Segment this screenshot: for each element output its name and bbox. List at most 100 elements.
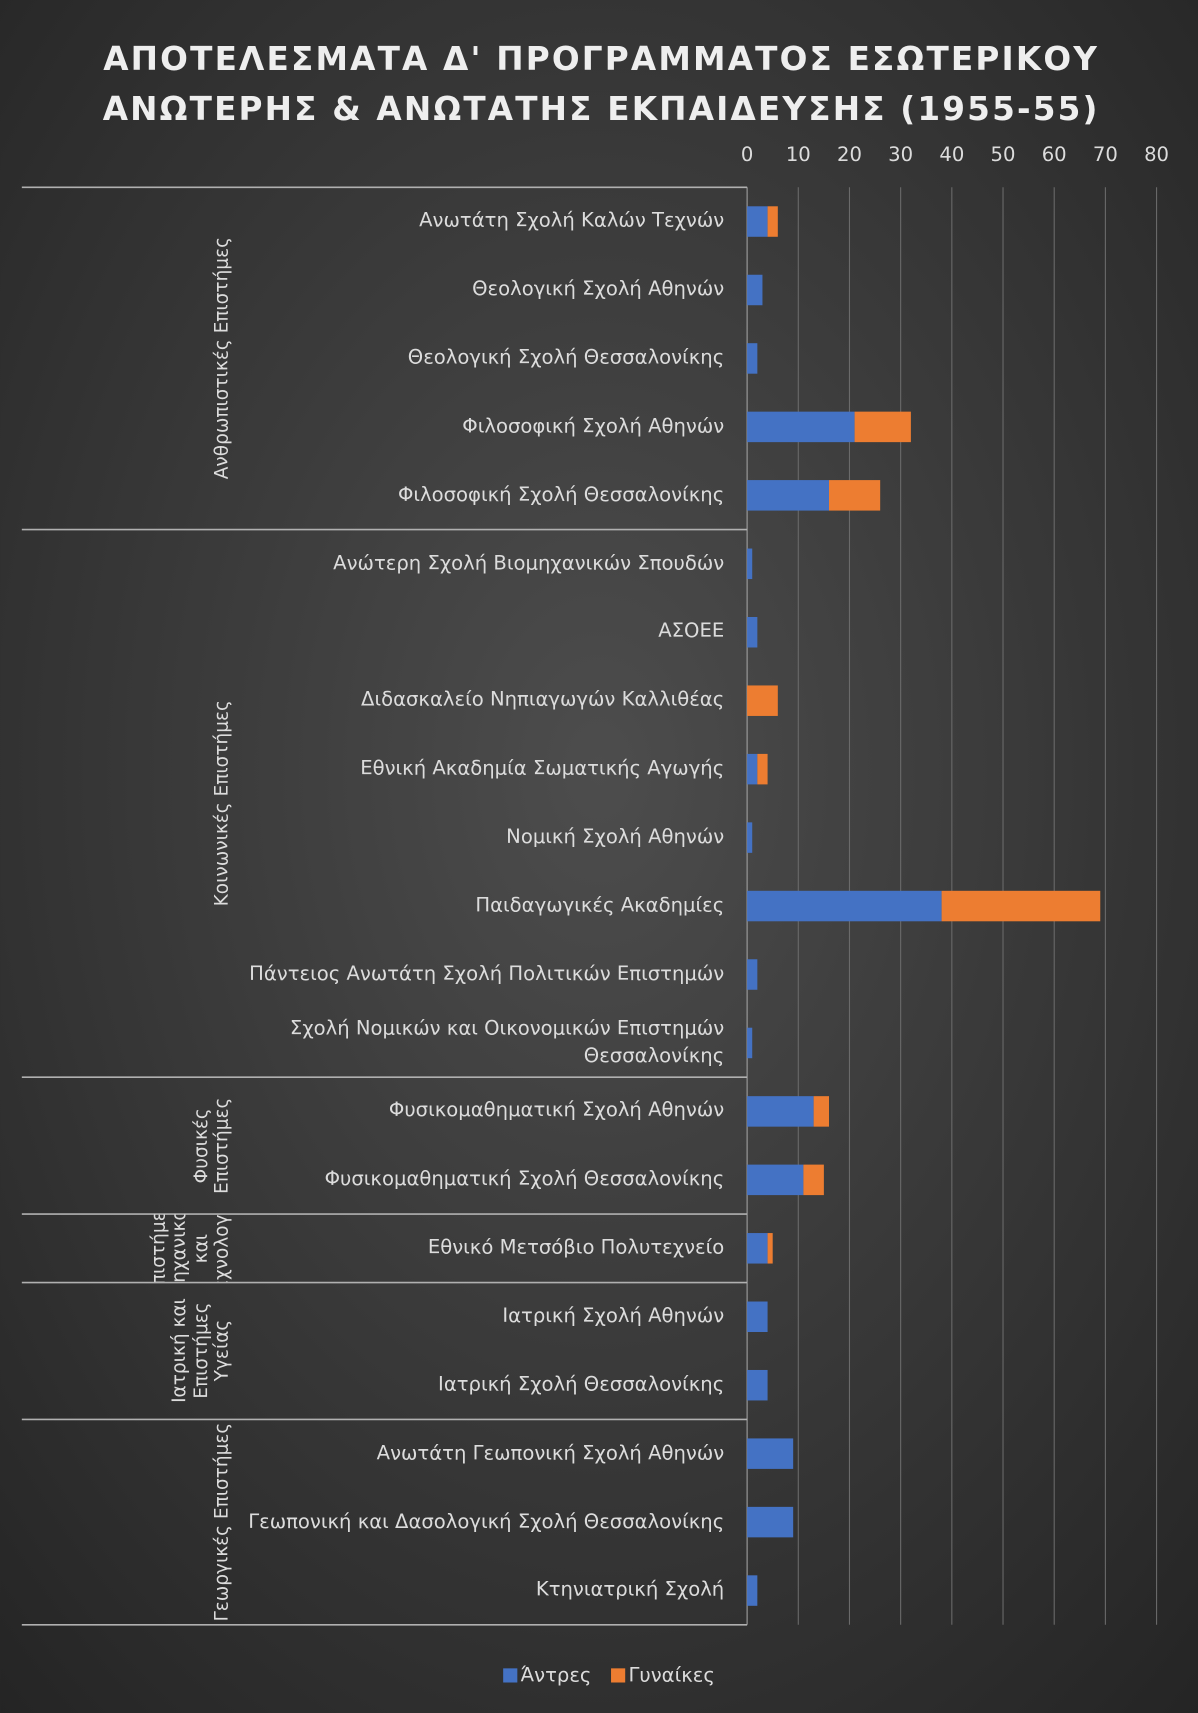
bar-segment [747, 959, 758, 990]
bar-segment [828, 480, 881, 511]
x-tick-label: 10 [786, 143, 811, 166]
category-label: Διδασκαλείο Νηπιαγωγών Καλλιθέας [361, 688, 725, 712]
category-label-box: Εθνικό Μετσόβιο Πολυτεχνείο [427, 1236, 725, 1260]
bar-segment [747, 548, 753, 580]
category-label: Ιατρική Σχολή Θεσσαλονίκης [438, 1373, 725, 1396]
bar-segment [747, 1096, 814, 1127]
category-label: ΑΣΟΕΕ [658, 620, 725, 643]
x-tick-label: 70 [1093, 143, 1118, 166]
category-label-box: Ανωτάτη Γεωπονική Σχολή Αθηνών [376, 1441, 725, 1465]
legend-label: Γυναίκες [628, 1663, 714, 1686]
group-label-box: Γεωργικές Επιστήμες [211, 1422, 234, 1622]
bar-segment [747, 1164, 804, 1196]
bar-segment [813, 1096, 829, 1127]
category-label-box: Εθνική Ακαδημία Σωματικής Αγωγής [360, 756, 725, 780]
group-label: Ανθρωπιστικές Επιστήμες [211, 237, 234, 480]
bar-segment [747, 411, 855, 443]
bar-segment [747, 1575, 758, 1606]
bar-segment [747, 206, 768, 237]
category-label-box: Ανώτερη Σχολή Βιομηχανικών Σπουδών [333, 551, 725, 575]
bar-segment [747, 1233, 768, 1264]
group-label-box: Φυσικές Επιστήμες [190, 1097, 234, 1194]
category-label-box: Φυσικομαθηματική Σχολή Αθηνών [388, 1099, 725, 1123]
group-label: Γεωργικές Επιστήμες [211, 1422, 234, 1622]
category-label-box: Νομική Σχολή Αθηνών [506, 825, 725, 849]
category-label: Ιατρική Σχολή Αθηνών [502, 1304, 725, 1328]
bar-segment [747, 1027, 753, 1059]
category-label-box: Πάντειος Ανωτάτη Σχολή Πολιτικών Επιστημ… [249, 962, 725, 986]
category-label-box: ΑΣΟΕΕ [658, 620, 725, 643]
category-label: Φυσικομαθηματική Σχολή Αθηνών [388, 1099, 725, 1123]
group-label: Φυσικές Επιστήμες [190, 1097, 234, 1194]
legend-label: Άντρες [521, 1663, 592, 1686]
group-label-box: Επιστήμες Μηχανικού και Τεχνολογία [147, 1214, 234, 1283]
category-label-box: Σχολή Νομικών και Οικονομικών Επιστημών … [289, 1017, 725, 1067]
x-tick-label: 80 [1144, 143, 1169, 166]
bar-segment [747, 480, 829, 511]
category-label-box: Φυσικομαθηματική Σχολή Θεσσαλονίκης [324, 1167, 725, 1191]
legend-swatch [611, 1668, 626, 1683]
category-label: Φιλοσοφική Σχολή Αθηνών [462, 414, 725, 438]
category-label: Κτηνιατρική Σχολή [535, 1578, 725, 1602]
category-label: Νομική Σχολή Αθηνών [506, 825, 725, 849]
chart-title: ΑΠΟΤΕΛΕΣΜΑΤΑ Δ' ΠΡΟΓΡΑΜΜΑΤΟΣ ΕΣΩΤΕΡΙΚΟΥ [103, 40, 1099, 78]
group-label: Κοινωνικές Επιστήμες [211, 700, 234, 907]
bar-segment [767, 1233, 773, 1264]
category-label: Ανωτάτη Γεωπονική Σχολή Αθηνών [376, 1441, 725, 1465]
chart-title: ΑΝΩΤΕΡΗΣ & ΑΝΩΤΑΤΗΣ ΕΚΠΑΙΔΕΥΣΗΣ (1955-55… [103, 90, 1100, 128]
category-label: Ανώτερη Σχολή Βιομηχανικών Σπουδών [333, 551, 725, 575]
x-tick-label: 0 [741, 143, 753, 166]
category-label-box: Ανωτάτη Σχολή Καλών Τεχνών [419, 209, 725, 233]
bar-segment [747, 343, 758, 374]
bar-segment [747, 890, 942, 922]
bar-segment [854, 411, 911, 443]
category-label-box: Παιδαγωγικές Ακαδημίες [475, 893, 725, 917]
category-label-box: Θεολογική Σχολή Αθηνών [472, 277, 725, 301]
bar-segment [747, 685, 778, 716]
category-label: Εθνικό Μετσόβιο Πολυτεχνείο [427, 1236, 725, 1260]
bar-segment [747, 1438, 794, 1469]
category-label: Εθνική Ακαδημία Σωματικής Αγωγής [360, 756, 725, 780]
group-label: Επιστήμες Μηχανικού και Τεχνολογία [147, 1214, 234, 1283]
bar-segment [747, 274, 763, 306]
category-label-box: Θεολογική Σχολή Θεσσαλονίκης [407, 346, 725, 370]
bar-segment [747, 1369, 768, 1401]
category-label: Πάντειος Ανωτάτη Σχολή Πολιτικών Επιστημ… [249, 962, 725, 986]
bar-segment [757, 753, 768, 785]
bar-segment [803, 1164, 824, 1196]
bar-segment [767, 206, 778, 237]
x-tick-label: 20 [837, 143, 862, 166]
x-tick-label: 50 [991, 143, 1016, 166]
category-label-box: Κτηνιατρική Σχολή [535, 1578, 725, 1602]
x-tick-label: 60 [1042, 143, 1067, 166]
bar-segment [747, 616, 758, 648]
bar-segment [747, 1506, 794, 1538]
group-label: Ιατρική και Επιστήμες Υγείας [169, 1298, 234, 1404]
category-label: Παιδαγωγικές Ακαδημίες [475, 893, 725, 917]
category-label-box: Φιλοσοφική Σχολή Αθηνών [462, 414, 725, 438]
category-label: Θεολογική Σχολή Θεσσαλονίκης [407, 346, 725, 370]
legend-swatch [503, 1668, 518, 1683]
category-label: Σχολή Νομικών και Οικονομικών Επιστημών … [289, 1017, 725, 1067]
category-label-box: Φιλοσοφική Σχολή Θεσσαλονίκης [397, 483, 725, 507]
category-label-box: Διδασκαλείο Νηπιαγωγών Καλλιθέας [361, 688, 725, 712]
bar-segment [941, 890, 1101, 922]
group-label-box: Κοινωνικές Επιστήμες [211, 700, 234, 907]
bar-segment [747, 1301, 768, 1333]
category-label-box: Γεωπονική και Δασολογική Σχολή Θεσσαλονί… [248, 1509, 725, 1533]
category-label-box: Ιατρική Σχολή Αθηνών [502, 1304, 725, 1328]
x-tick-label: 40 [939, 143, 964, 166]
category-label: Ανωτάτη Σχολή Καλών Τεχνών [419, 209, 725, 233]
category-label: Γεωπονική και Δασολογική Σχολή Θεσσαλονί… [248, 1509, 725, 1533]
group-label-box: Ιατρική και Επιστήμες Υγείας [169, 1298, 234, 1404]
bar-segment [747, 822, 753, 853]
group-label-box: Ανθρωπιστικές Επιστήμες [211, 237, 234, 480]
category-label: Θεολογική Σχολή Αθηνών [472, 277, 725, 301]
category-label: Φυσικομαθηματική Σχολή Θεσσαλονίκης [324, 1167, 725, 1191]
category-label: Φιλοσοφική Σχολή Θεσσαλονίκης [397, 483, 725, 507]
bar-segment [747, 753, 758, 785]
category-label-box: Ιατρική Σχολή Θεσσαλονίκης [438, 1373, 725, 1396]
x-tick-label: 30 [888, 143, 913, 166]
